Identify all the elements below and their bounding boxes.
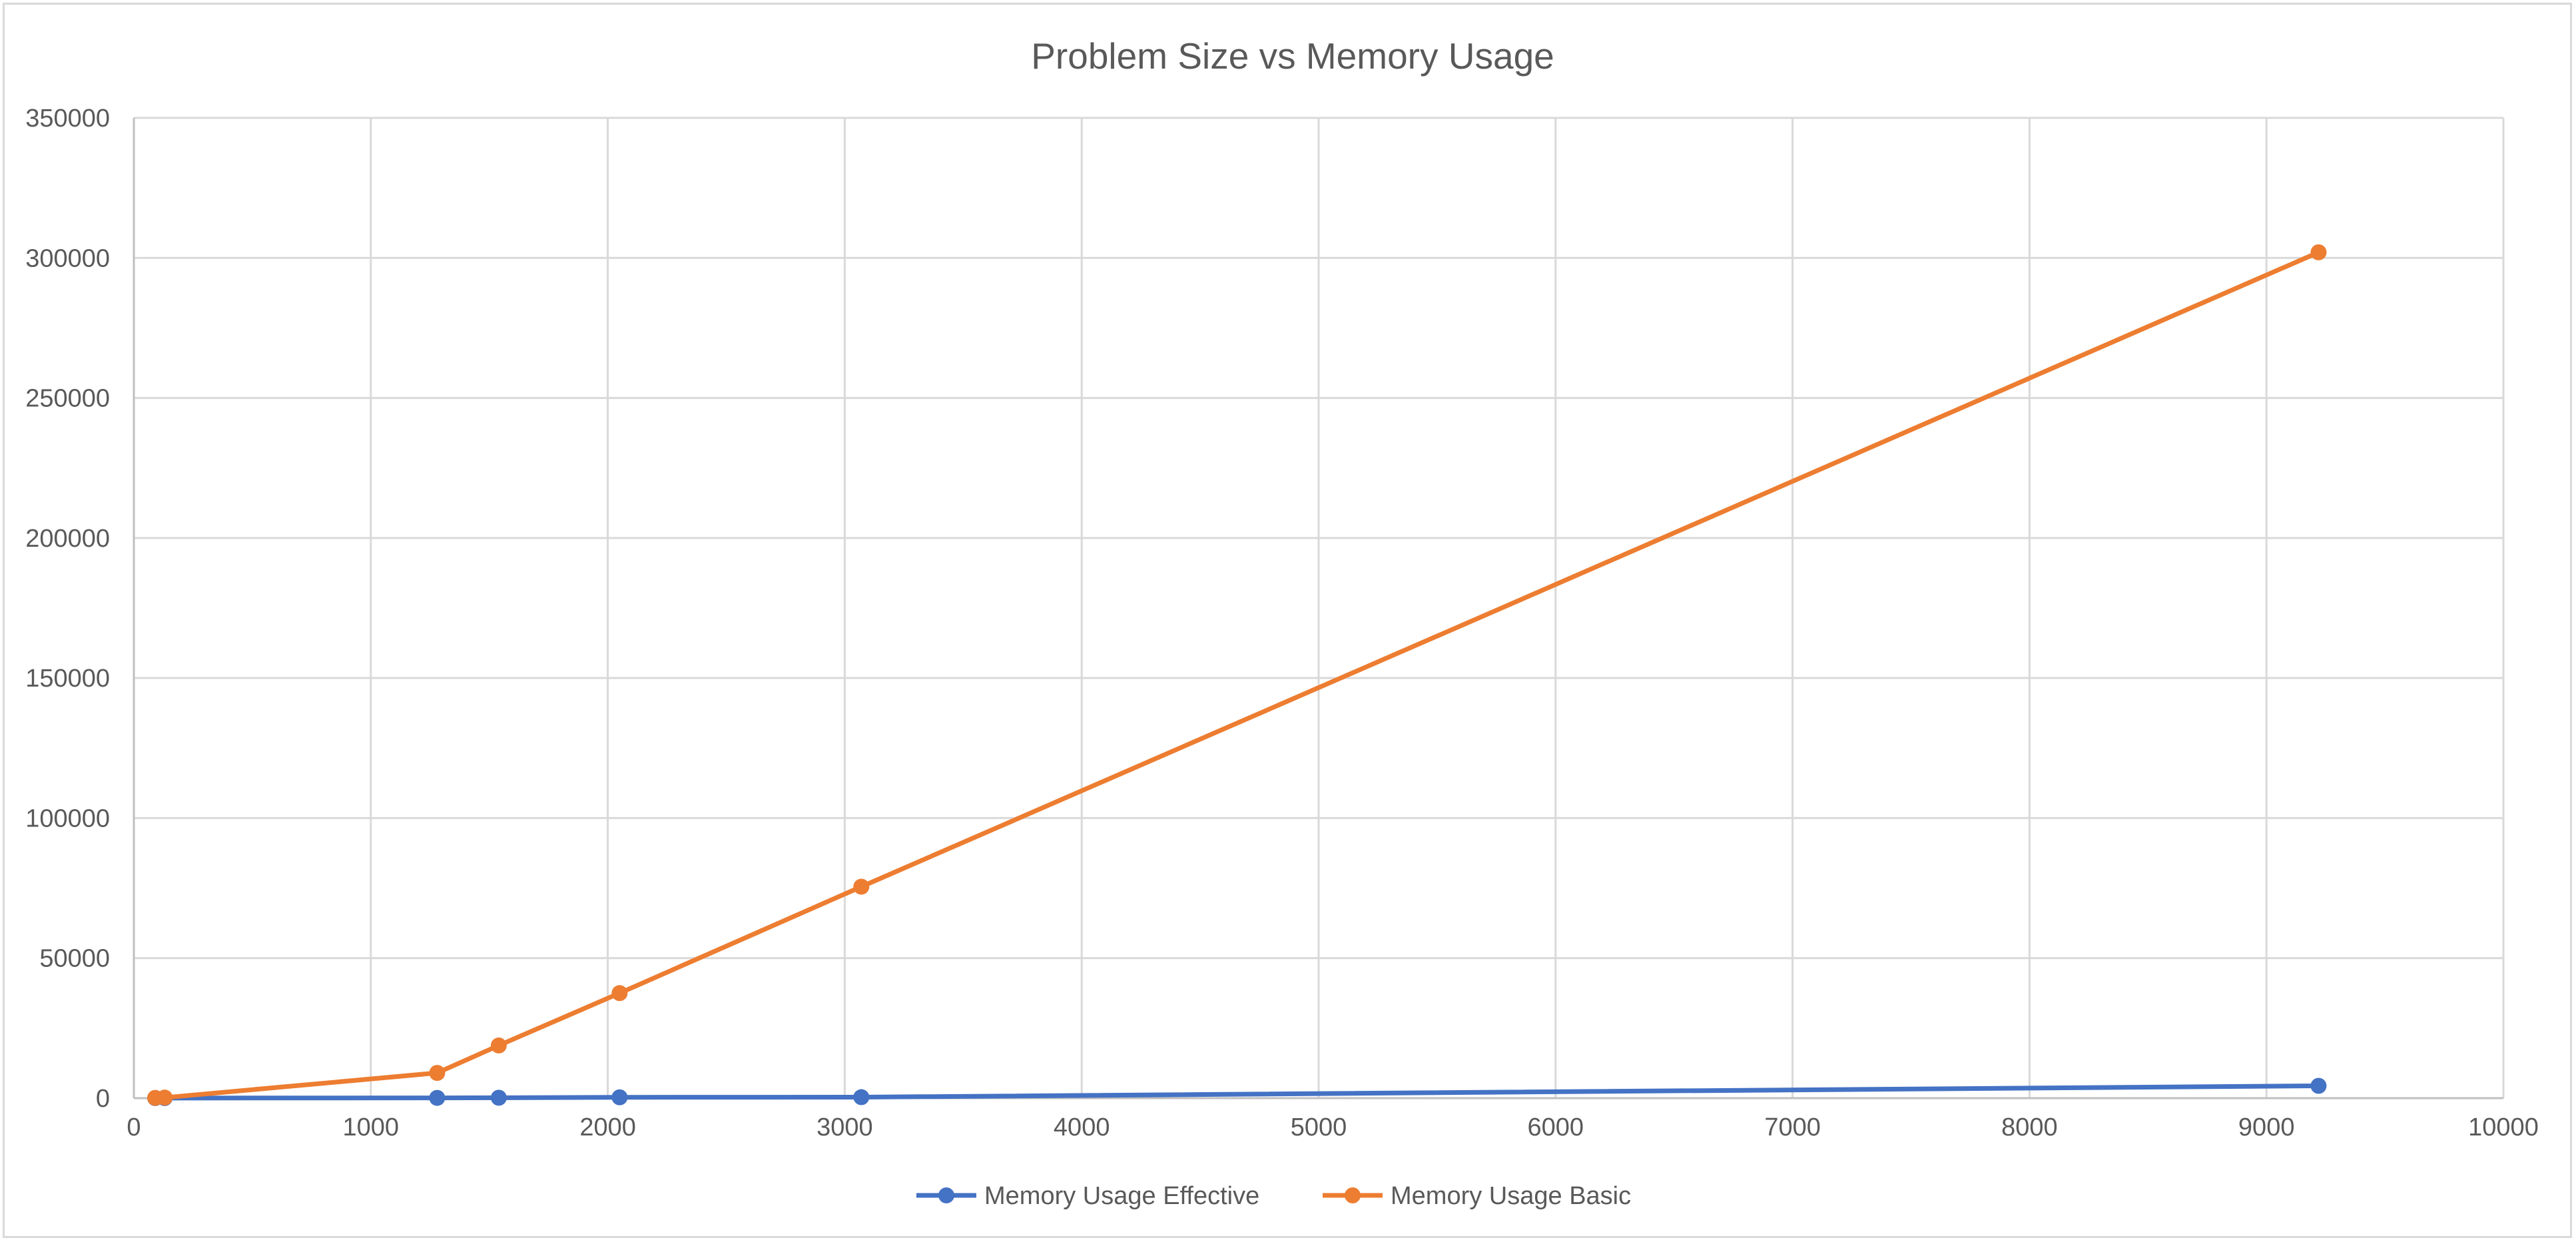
y-tick-label: 150000 (25, 665, 110, 693)
data-point (490, 1037, 507, 1054)
series-line (153, 1084, 2321, 1101)
data-point (853, 878, 870, 895)
y-tick-label: 250000 (25, 385, 110, 413)
data-point (2310, 1078, 2327, 1094)
y-tick-label: 200000 (25, 525, 110, 553)
y-tick-label: 50000 (39, 945, 110, 973)
data-point (157, 1089, 173, 1106)
x-tick-label: 6000 (1528, 1113, 1584, 1141)
x-tick-label: 4000 (1054, 1113, 1110, 1141)
series-layer (147, 244, 2327, 1106)
data-point (611, 985, 628, 1002)
chart-title: Problem Size vs Memory Usage (1031, 35, 1554, 77)
x-tick-label: 0 (127, 1113, 141, 1141)
legend: Memory Usage Effective Memory Usage Basic (916, 1182, 1631, 1210)
chart-frame: Problem Size vs Memory Usage 0 50000 10000… (3, 3, 2572, 1238)
y-tick-label: 300000 (25, 244, 110, 272)
x-tick-label: 10000 (2468, 1113, 2539, 1141)
x-tick-label: 5000 (1291, 1113, 1347, 1141)
y-tick-label: 100000 (25, 804, 110, 832)
tick-labels: 0500001000001500002000002500003000003500… (25, 105, 2539, 1141)
x-tick-label: 1000 (343, 1113, 400, 1141)
y-tick-label: 0 (96, 1085, 110, 1113)
grid (134, 117, 2505, 1098)
data-point (853, 1089, 870, 1105)
legend-item: Memory Usage Effective (916, 1182, 1259, 1210)
x-tick-label: 7000 (1764, 1113, 1821, 1141)
series-memory-usage-effective (147, 1078, 2327, 1106)
legend-label: Memory Usage Effective (984, 1182, 1259, 1210)
x-tick-label: 8000 (2001, 1113, 2058, 1141)
data-point (611, 1089, 628, 1105)
data-point (429, 1065, 446, 1082)
x-tick-label: 2000 (579, 1113, 636, 1141)
series-line (153, 250, 2321, 1101)
data-point (490, 1089, 507, 1106)
legend-marker (938, 1187, 954, 1203)
x-tick-label: 9000 (2238, 1113, 2295, 1141)
legend-item: Memory Usage Basic (1323, 1182, 1631, 1210)
data-point (429, 1089, 446, 1106)
chart-canvas: Problem Size vs Memory Usage 05000010000… (25, 35, 2539, 1210)
y-tick-label: 350000 (25, 105, 110, 133)
series-memory-usage-basic (147, 244, 2327, 1106)
legend-marker (1345, 1187, 1361, 1203)
legend-label: Memory Usage Basic (1391, 1182, 1631, 1210)
x-tick-label: 3000 (816, 1113, 873, 1141)
data-point (2310, 244, 2327, 260)
